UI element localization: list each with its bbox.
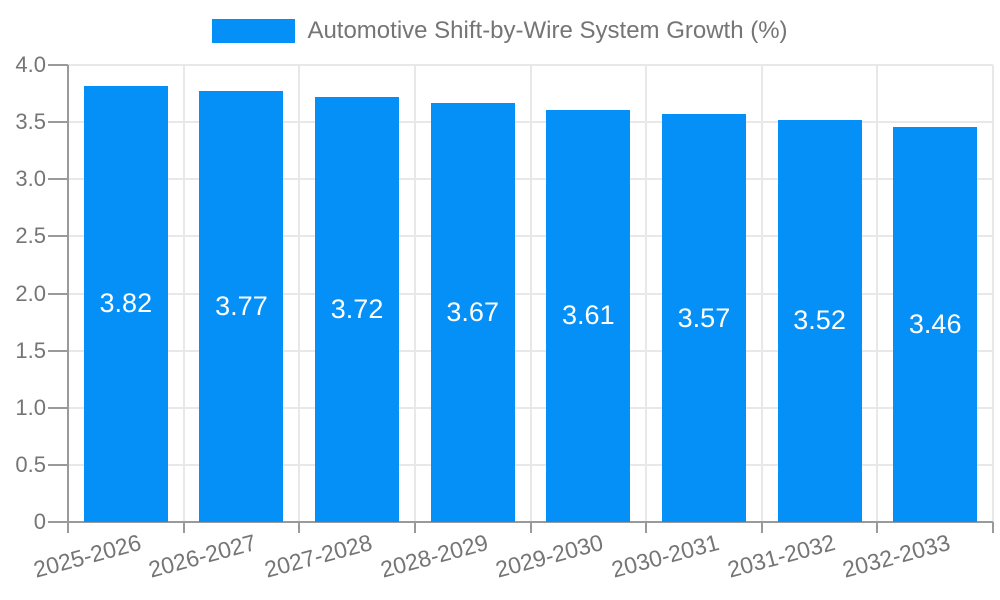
x-axis-label: 2029-2030 <box>493 529 607 583</box>
x-axis-tick <box>298 522 301 533</box>
bar-value-label: 3.52 <box>793 305 846 336</box>
x-axis-label: 2026-2027 <box>146 529 260 583</box>
x-axis-label: 2032-2033 <box>839 529 953 583</box>
y-axis-tick <box>48 292 68 295</box>
bar[interactable]: 3.57 <box>661 114 746 522</box>
bar[interactable]: 3.72 <box>315 96 400 522</box>
gridline-vertical <box>413 65 416 522</box>
bar[interactable]: 3.67 <box>430 102 515 522</box>
y-axis-label: 3.0 <box>15 166 46 192</box>
x-axis-label: 2028-2029 <box>377 529 491 583</box>
bar[interactable]: 3.77 <box>199 91 284 522</box>
gridline-vertical <box>992 65 994 522</box>
y-axis-label: 2.5 <box>15 223 46 249</box>
gridline-vertical <box>182 65 185 522</box>
y-axis-line <box>67 65 69 522</box>
y-axis-tick <box>48 178 68 181</box>
legend-label: Automotive Shift-by-Wire System Growth (… <box>307 17 788 44</box>
bar-value-label: 3.67 <box>446 296 499 327</box>
y-axis-label: 3.5 <box>15 109 46 135</box>
x-axis-label: 2030-2031 <box>608 529 722 583</box>
y-axis-label: 0 <box>33 509 46 534</box>
x-axis-tick <box>413 522 416 533</box>
x-axis-label: 2025-2026 <box>30 529 144 583</box>
bar-value-label: 3.57 <box>677 302 731 333</box>
y-axis-tick <box>48 406 68 409</box>
x-axis-tick <box>529 522 532 533</box>
x-axis-tick <box>992 522 994 533</box>
bar-value-label: 3.77 <box>215 291 268 322</box>
x-axis-tick <box>182 522 185 533</box>
y-axis-tick <box>48 121 68 124</box>
y-axis-tick <box>48 463 68 466</box>
y-axis-tick <box>48 349 68 352</box>
x-axis-label: 2027-2028 <box>261 529 375 583</box>
bar-value-label: 3.61 <box>562 300 615 331</box>
y-axis-label: 1.0 <box>15 394 46 420</box>
y-axis-label: 4.0 <box>15 52 46 77</box>
bar-value-label: 3.46 <box>908 308 962 339</box>
y-axis-label: 0.5 <box>15 451 46 477</box>
bar[interactable]: 3.61 <box>546 109 631 522</box>
bar-value-label: 3.72 <box>330 293 384 324</box>
x-axis-line <box>48 521 993 523</box>
x-axis-label: 2031-2032 <box>724 529 838 583</box>
x-axis-tick <box>645 522 648 533</box>
x-axis-tick <box>67 522 69 533</box>
gridline-vertical <box>645 65 648 522</box>
y-axis-tick <box>48 235 68 238</box>
gridline-vertical <box>298 65 301 522</box>
bar[interactable]: 3.82 <box>83 85 168 522</box>
legend-swatch <box>212 19 296 43</box>
gridline-vertical <box>876 65 879 522</box>
y-axis-label: 1.5 <box>15 337 46 363</box>
y-axis-tick <box>48 64 68 66</box>
gridline-vertical <box>529 65 532 522</box>
gridline-vertical <box>760 65 763 522</box>
bar-value-label: 3.82 <box>99 288 153 319</box>
x-axis-tick <box>876 522 879 533</box>
legend[interactable]: Automotive Shift-by-Wire System Growth (… <box>0 17 1000 45</box>
bar[interactable]: 3.46 <box>893 126 978 522</box>
y-axis-label: 2.0 <box>15 280 46 306</box>
x-axis-tick <box>760 522 763 533</box>
bar[interactable]: 3.52 <box>777 119 862 522</box>
